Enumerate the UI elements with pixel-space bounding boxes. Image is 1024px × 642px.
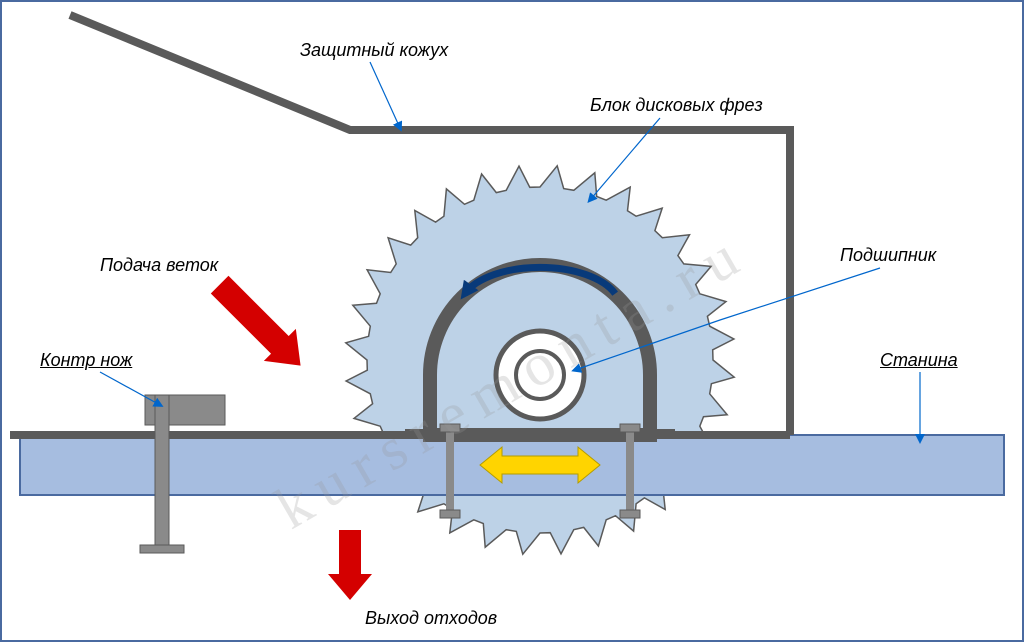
label-base: Станина [880, 350, 958, 371]
leader-knife [100, 372, 160, 405]
bearing-inner [516, 351, 564, 399]
feed-arrow [212, 277, 300, 365]
label-waste: Выход отходов [365, 608, 497, 629]
label-feed: Подача веток [100, 255, 218, 276]
label-knife: Контр нож [40, 350, 132, 371]
waste-arrow [328, 530, 372, 600]
leader-guard [370, 62, 400, 128]
counter-knife-v [155, 395, 169, 545]
label-guard: Защитный кожух [300, 40, 448, 61]
diagram-svg [0, 0, 1024, 642]
diagram-canvas: Защитный кожух Блок дисковых фрез Подача… [0, 0, 1024, 642]
label-bearing: Подшипник [840, 245, 936, 266]
label-blade: Блок дисковых фрез [590, 95, 763, 116]
